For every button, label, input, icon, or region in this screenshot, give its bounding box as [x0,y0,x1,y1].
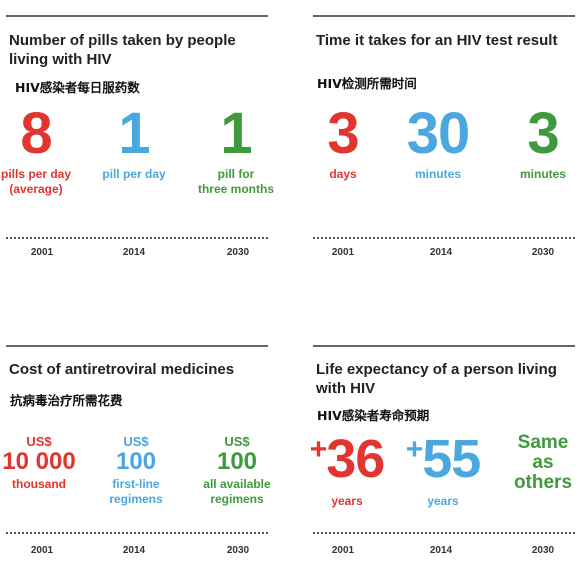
stat-2001: 8 pills per day (average) [0,105,76,197]
stat-prefix: + [405,433,424,466]
stat-2001: 3 days [303,105,383,182]
year-label: 2030 [226,545,250,556]
stat-2030: Same as others [503,433,583,493]
year-label: 2030 [531,247,555,258]
timeline [6,237,268,239]
stat-value: 3 [327,101,359,166]
panel-title: Cost of antiretroviral medicines [9,361,235,378]
stat-value: 1 [118,101,150,166]
stat-2014: US$ 100 first-line regimens [96,435,176,507]
stat-label-line: first-line [112,477,160,491]
panel-test-time: Time it takes for an HIV test result HIV… [313,0,575,262]
stat-value-line: Same [517,432,569,453]
stat-value: 30 [406,101,471,166]
stat-2030: US$ 100 all available regimens [192,435,282,507]
stat-label-line: thousand [12,477,66,491]
panel-title: Life expectancy of a person living with … [316,361,557,397]
divider [6,15,268,17]
stat-2014: 1 pill per day [94,105,174,182]
stat-label-line: years [427,494,459,508]
stat-currency: US$ [224,434,250,449]
panel-title-chinese: HIV感染者每日服药数 [15,80,140,95]
stat-label-line: pills per day [0,167,72,181]
stat-value-line: others [513,472,573,493]
divider [6,345,268,347]
year-label: 2030 [531,545,555,556]
panel-pills: Number of pills taken by people living w… [1,0,274,262]
stat-value: 100 [216,448,258,475]
stat-label-line: regimens [210,492,264,506]
year-label: 2001 [30,545,54,556]
stat-label-line: pill for [217,167,255,181]
stat-label-line: (average) [9,182,63,196]
divider [313,15,575,17]
stat-value: 3 [527,101,559,166]
stat-label-line: days [329,167,357,181]
stat-value: 8 [20,101,52,166]
stat-2030: 1 pill for three months [186,105,286,197]
panel-title-chinese: 抗病毒治疗所需花费 [10,393,123,408]
stat-2014: 30 minutes [393,105,483,182]
timeline [313,237,575,239]
stat-label-line: regimens [109,492,163,506]
stat-value: 1 [220,101,252,166]
stat-value: 36 [326,429,385,489]
panel-medicine-cost: Cost of antiretroviral medicines 抗病毒治疗所需… [2,315,271,577]
stat-label-line: three months [197,182,274,196]
timeline [6,532,268,534]
stat-2030: 3 minutes [503,105,583,182]
panel-title: Number of pills taken by people living w… [9,32,236,68]
stat-label-line: minutes [414,167,461,181]
year-label: 2001 [331,247,355,258]
stat-2001: US$ 10 000 thousand [0,435,84,492]
stat-prefix: + [309,433,328,466]
stat-label-line: all available [203,477,271,491]
stat-value: 10 000 [2,448,76,475]
panel-title-chinese: HIV检测所需时间 [317,76,417,91]
panel-title-chinese: HIV感染者寿命预期 [317,408,430,423]
stat-label-line: minutes [519,167,566,181]
timeline [313,532,575,534]
panel-title-text: Time it takes for an HIV test result [316,32,558,49]
year-label: 2014 [429,545,453,556]
year-label: 2030 [226,247,250,258]
year-label: 2014 [122,545,146,556]
stat-currency: US$ [26,434,52,449]
divider [313,345,575,347]
stat-label-line: pill per day [102,167,166,181]
stat-2014: +55 years [397,430,489,509]
year-label: 2014 [122,247,146,258]
stat-value-wrap: +36 [301,430,393,488]
stat-value-wrap: +55 [397,430,489,488]
stat-2001: +36 years [301,430,393,509]
stat-value: 100 [115,448,157,475]
year-label: 2014 [429,247,453,258]
stat-value-line: as [532,452,554,473]
year-label: 2001 [331,545,355,556]
panel-life-expectancy: Life expectancy of a person living with … [310,315,575,577]
panel-title: Time it takes for an HIV test result [316,31,578,50]
stat-currency: US$ [123,434,149,449]
stat-label-line: years [331,494,363,508]
year-label: 2001 [30,247,54,258]
stat-value: 55 [422,429,481,489]
